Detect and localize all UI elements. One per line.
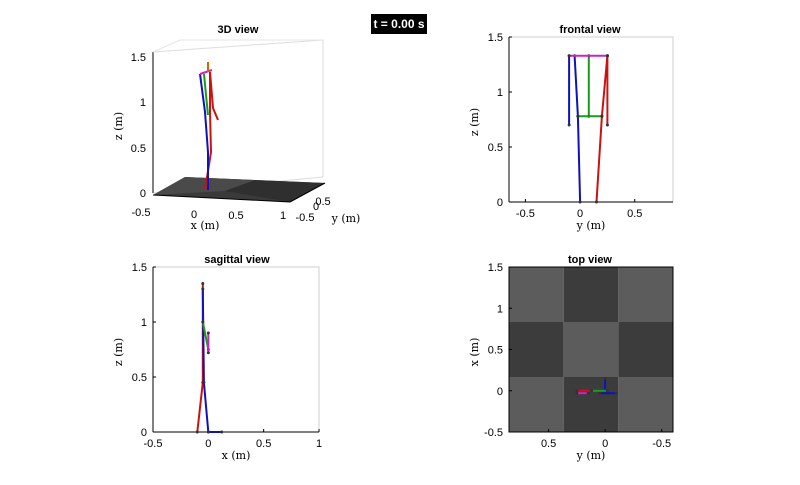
top-floor-tile (563, 267, 619, 322)
frontal-joint (594, 200, 598, 204)
top-floor-tile (509, 322, 564, 377)
sagittal-joint (206, 351, 210, 355)
sagittal-x-tick: 0.5 (256, 438, 271, 450)
top-floor-tile (509, 267, 564, 322)
3d-x-tick: 0 (191, 209, 197, 221)
top-x-tick: -0.5 (652, 438, 671, 450)
title-sagittal: sagittal view (204, 254, 270, 266)
top-floor-tile (509, 377, 564, 432)
3d-x-tick: 1 (280, 210, 286, 222)
top-y-label: x (m) (468, 338, 481, 367)
top-y-tick: -0.5 (484, 427, 503, 439)
sagittal-joint (202, 381, 206, 384)
top-floor-tile (618, 322, 673, 377)
frontal-y-tick: 0.5 (488, 142, 503, 154)
top-x-tick: 0.5 (541, 438, 556, 450)
sagittal-joint (201, 287, 205, 291)
sagittal-joint (195, 430, 199, 434)
top-floor-tile (563, 377, 619, 432)
3d-z-tick: 1 (140, 97, 146, 109)
frontal-y-tick: 1.5 (488, 32, 503, 44)
title-frontal: frontal view (559, 24, 621, 36)
top-y-tick: 1.5 (488, 262, 503, 274)
top-joint (590, 389, 594, 393)
frontal-joint (578, 200, 582, 204)
3d-x-axis (152, 194, 291, 203)
frontal-x-tick: 0 (577, 208, 583, 220)
panel-frontal-view: frontal view -0.5 0 0.5 0 0.5 1 1.5 y (m) z (m… (468, 24, 674, 232)
3d-y-axis (289, 182, 326, 203)
panel-3d-view: 3D view 0 0.5 1 1.5 z (m) -0.5 0 0.5 1 x… (112, 24, 360, 232)
frontal-joint (600, 114, 604, 118)
frontal-y-label: z (m) (468, 108, 481, 136)
top-x-tick: 0 (602, 438, 608, 450)
3d-trunk (203, 73, 209, 116)
frontal-x-label: y (m) (576, 219, 606, 232)
3d-z-tick: 0 (140, 188, 146, 200)
frontal-joint (605, 54, 609, 58)
top-joint (605, 389, 609, 393)
top-y-tick: 1 (497, 303, 503, 315)
top-floor-checkerboard (509, 267, 673, 432)
3d-z-label: z (m) (112, 112, 125, 140)
sagittal-y-tick: 1 (141, 317, 147, 329)
top-floor-tile (618, 267, 673, 322)
title-3d: 3D view (218, 24, 259, 36)
top-x-label: y (m) (576, 449, 606, 462)
top-joint (603, 376, 607, 380)
3d-z-tick: 1.5 (131, 52, 146, 64)
sagittal-joint (201, 282, 205, 285)
3d-y-tick: 0 (313, 201, 319, 213)
panel-sagittal-view: sagittal view -0.5 0 0.5 100.511.5 x (m) z … (112, 254, 322, 462)
3d-right-arm (209, 71, 219, 121)
3d-y-tick: -0.5 (296, 212, 315, 224)
top-y-tick: 0.5 (488, 345, 503, 357)
sagittal-joint (206, 430, 210, 434)
3d-y-tick: 0.5 (315, 196, 330, 208)
3d-back-wall (152, 39, 324, 194)
top-floor-tile (618, 377, 673, 432)
top-joint (597, 391, 601, 395)
time-label: t = 0.00 s (371, 14, 427, 34)
title-top: top view (568, 254, 612, 266)
frontal-joint (567, 54, 571, 58)
3d-y-label: y (m) (331, 212, 361, 225)
3d-box-edge (152, 39, 181, 53)
sagittal-plot-area (152, 266, 320, 433)
top-y-tick: 0 (497, 386, 503, 398)
top-floor-tile (563, 322, 619, 377)
top-joint (614, 391, 618, 395)
3d-x-tick: 0.5 (228, 210, 243, 222)
sagittal-x-tick: 1 (316, 438, 322, 450)
frontal-x-tick: -0.5 (516, 208, 535, 220)
3d-floor-tile (153, 177, 255, 195)
sagittal-joint (220, 430, 224, 434)
sagittal-y-tick: 0 (141, 427, 147, 439)
sagittal-y-tick: 1.5 (132, 262, 147, 274)
panel-top-view: top view 0.5 0 -0.5 -0.5 0 0.5 1 1.5 y (m) x (m… (468, 254, 674, 462)
frontal-joint (567, 123, 571, 127)
3d-x-label: x (m) (191, 219, 220, 232)
sagittal-x-tick: 0 (205, 438, 211, 450)
sagittal-y-label: z (m) (112, 338, 125, 366)
sagittal-y-tick: 0.5 (132, 372, 147, 384)
sagittal-joint (201, 320, 205, 324)
top-joint (586, 391, 590, 395)
3d-left-leg (199, 73, 209, 190)
3d-shoulders (199, 69, 213, 75)
3d-z-tick: 0.5 (131, 143, 146, 155)
top-joint (575, 391, 579, 395)
frontal-x-tick: 0.5 (627, 208, 642, 220)
frontal-joint (605, 123, 609, 127)
frontal-y-tick: 0 (497, 197, 503, 209)
frontal-plot-area (508, 36, 674, 203)
sagittal-joint (206, 331, 210, 335)
3d-x-tick: -0.5 (132, 207, 151, 219)
frontal-joint (576, 114, 580, 118)
top-joint (575, 389, 579, 393)
frontal-y-tick: 1 (497, 87, 503, 99)
sagittal-x-tick: -0.5 (144, 438, 163, 450)
sagittal-x-label: x (m) (222, 449, 251, 462)
